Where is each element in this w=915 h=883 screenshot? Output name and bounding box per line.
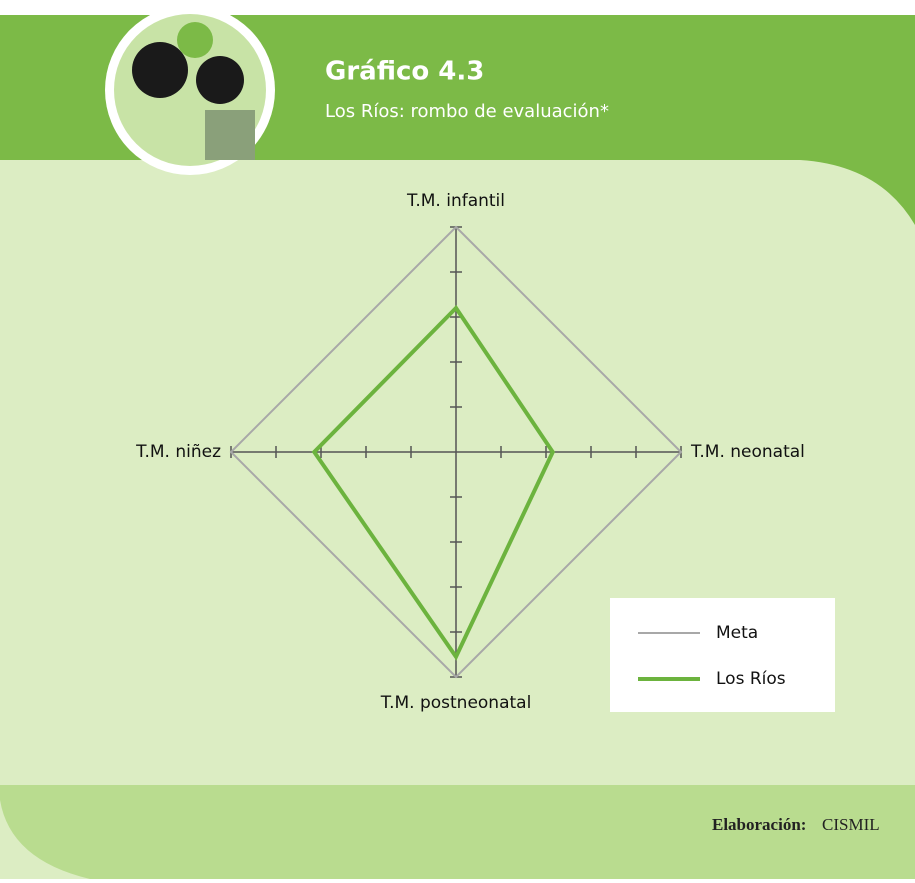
legend-label: Los Ríos	[716, 669, 786, 689]
legend-label: Meta	[716, 623, 758, 643]
figure-hair	[132, 42, 188, 98]
series-polygon	[311, 304, 556, 661]
axis-label: T.M. niñez	[135, 442, 221, 462]
figure-hair	[196, 56, 244, 104]
axis-label: T.M. postneonatal	[380, 693, 532, 713]
figure-head	[177, 22, 213, 58]
source-label: Elaboración:	[712, 815, 806, 834]
series-polygon	[229, 225, 683, 679]
chart-title: Gráfico 4.3	[325, 57, 484, 87]
source: CISMIL	[822, 815, 880, 834]
figure-body	[205, 110, 255, 160]
axis-label: T.M. neonatal	[690, 442, 805, 462]
chart-subtitle: Los Ríos: rombo de evaluación*	[325, 101, 609, 122]
axis-label: T.M. infantil	[406, 191, 505, 211]
footer-band	[0, 785, 915, 879]
legend-box	[610, 598, 835, 712]
